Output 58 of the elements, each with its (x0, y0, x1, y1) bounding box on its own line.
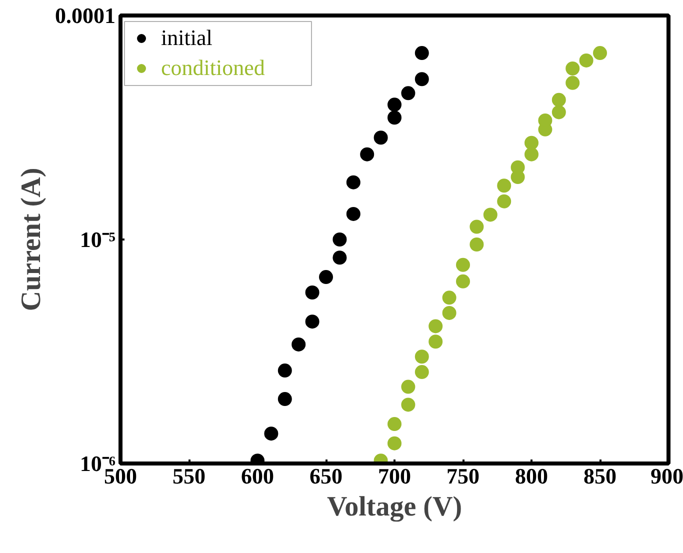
point (388, 417, 402, 432)
point (456, 258, 470, 272)
point (292, 337, 306, 352)
point (346, 175, 360, 190)
point (264, 426, 278, 441)
point (428, 334, 443, 349)
point (552, 105, 566, 120)
x-tick-label: 600 (241, 464, 274, 488)
point (470, 238, 484, 252)
point (497, 178, 512, 193)
x-tick-label: 550 (172, 464, 206, 488)
point (374, 130, 388, 145)
x-tick-label: 850 (584, 464, 616, 488)
point (388, 110, 402, 125)
point (483, 208, 498, 222)
point (579, 53, 594, 68)
point (332, 232, 347, 246)
legend-label: initial (161, 25, 212, 51)
point (524, 147, 538, 162)
point (278, 364, 292, 378)
point (360, 147, 374, 162)
x-tick-label: 700 (378, 464, 411, 488)
point (470, 220, 484, 234)
point (442, 290, 456, 305)
point (305, 286, 320, 300)
point (388, 98, 402, 112)
point (305, 314, 320, 329)
y-tick-label: 0.0001 (55, 3, 116, 28)
point (566, 76, 580, 90)
point (566, 62, 580, 76)
point (456, 274, 470, 288)
x-axis-title: Voltage (V) (326, 492, 462, 522)
point (401, 398, 416, 412)
x-tick-label: 800 (515, 464, 548, 488)
x-tick-label: 750 (446, 464, 480, 488)
point (414, 72, 429, 86)
y-tick-label: 10⁻⁵ (80, 227, 116, 252)
point (388, 436, 402, 450)
point (414, 46, 429, 60)
point (401, 380, 416, 394)
point (332, 250, 347, 265)
point (414, 365, 429, 380)
point (278, 392, 292, 406)
point (428, 319, 443, 334)
point (510, 160, 525, 174)
x-tick-label: 900 (650, 464, 683, 488)
x-tick-label: 650 (310, 464, 342, 488)
point (524, 136, 538, 150)
point (552, 92, 566, 107)
point (497, 194, 512, 208)
point (593, 46, 607, 60)
legend-label: conditioned (161, 55, 265, 81)
y-axis-title: Current (A) (16, 168, 47, 312)
point (319, 270, 333, 284)
point (414, 350, 429, 364)
point (401, 86, 416, 100)
point (442, 306, 456, 320)
point (346, 206, 360, 221)
